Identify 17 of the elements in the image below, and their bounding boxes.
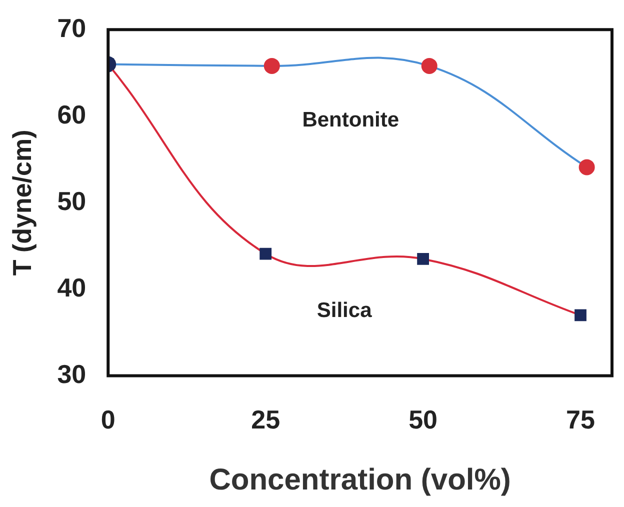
y-tick-label: 70	[57, 12, 86, 43]
y-tick-label: 30	[57, 358, 86, 389]
y-tick-label: 40	[57, 272, 86, 302]
x-tick-label: 25	[251, 404, 280, 435]
point	[417, 253, 429, 265]
point	[578, 159, 595, 176]
x-tick-label: 75	[566, 404, 595, 435]
y-axis-title: T (dyne/cm)	[6, 130, 37, 276]
y-tick-label: 60	[57, 99, 86, 130]
point	[574, 309, 586, 322]
x-axis-title: Concentration (vol%)	[209, 463, 511, 496]
x-tick-label: 50	[408, 404, 438, 435]
point	[421, 58, 438, 74]
text: Bentonite	[302, 108, 400, 132]
series-label: Silica	[316, 299, 372, 322]
y-tick-label: 50	[57, 186, 86, 216]
x-tick-label: 0	[100, 404, 116, 435]
